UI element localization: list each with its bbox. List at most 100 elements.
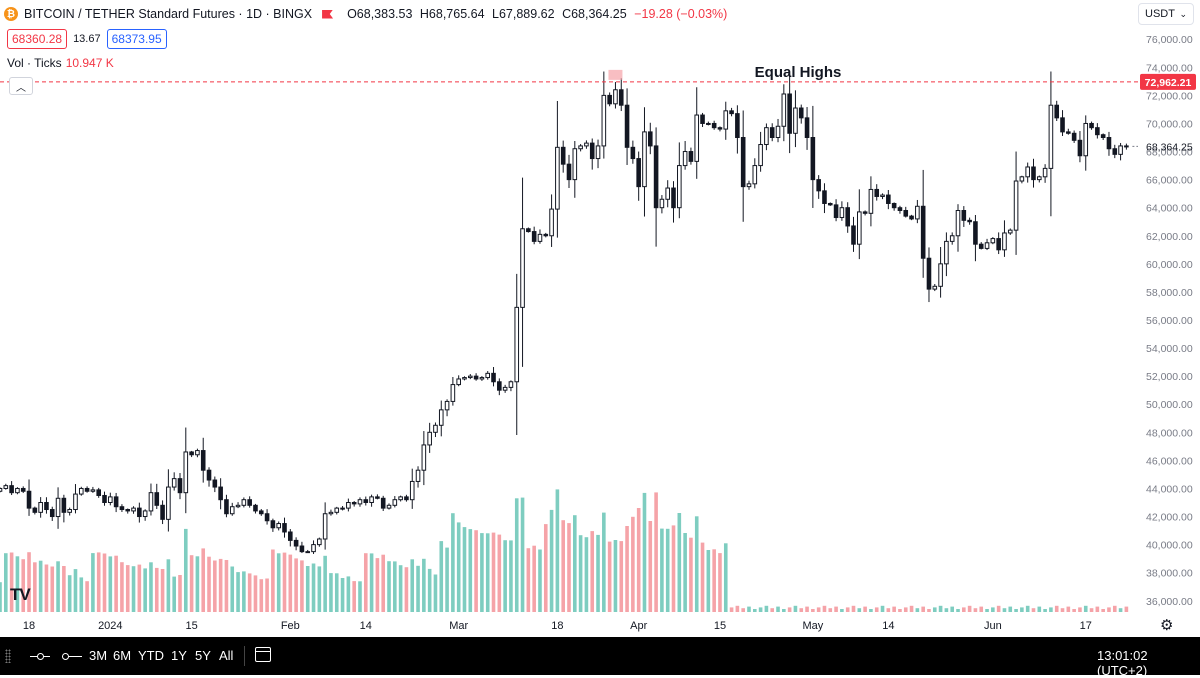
range-button-5y[interactable]: 5Y — [195, 648, 211, 663]
volume-bar — [573, 515, 577, 612]
candle-body — [973, 221, 978, 245]
candle-body — [711, 122, 717, 129]
time-tick-label: May — [802, 620, 823, 632]
volume-bar — [596, 534, 600, 612]
volume-bar — [381, 554, 386, 612]
volume-bar — [979, 606, 984, 612]
volume-bar — [845, 607, 850, 612]
range-button-3m[interactable]: 3M — [89, 648, 108, 663]
candle-body — [671, 187, 676, 209]
volume-bar — [271, 549, 275, 612]
volume-legend[interactable]: Vol · Ticks 10.947 K — [7, 56, 114, 70]
candle-body — [647, 131, 653, 147]
candle-body — [32, 507, 38, 513]
candle-body — [473, 375, 479, 380]
candle-body — [520, 228, 525, 308]
volume-bar — [1066, 606, 1071, 612]
volume-bar — [73, 569, 78, 612]
candle-body — [299, 545, 305, 553]
range-button-6m[interactable]: 6M — [113, 648, 132, 663]
volume-bar — [886, 608, 891, 612]
candle-body — [793, 107, 798, 134]
candle-body — [630, 146, 636, 160]
candle-body — [1031, 166, 1036, 181]
candle-body — [537, 233, 543, 242]
candle-body — [694, 114, 700, 162]
volume-bar — [410, 559, 415, 612]
volume-bar — [416, 565, 420, 612]
sell-button[interactable]: 68360.28 — [7, 29, 68, 49]
drag-handle-icon[interactable] — [5, 649, 11, 663]
candle-body — [944, 240, 949, 265]
candle-body — [502, 386, 508, 391]
calendar-icon[interactable] — [255, 647, 271, 662]
candle-body — [241, 499, 247, 506]
volume-bar — [265, 578, 269, 612]
volume-bar — [944, 608, 949, 612]
range-button-ytd[interactable]: YTD — [138, 648, 164, 663]
candlestick-chart[interactable]: 76,000.00 74,000.00 72,000.00 70,000.00 68,0… — [0, 0, 1200, 637]
volume-bar — [892, 606, 896, 612]
candle-body — [293, 539, 299, 547]
candle-body — [340, 507, 345, 510]
candle-body — [827, 202, 833, 206]
time-tick-label: 14 — [360, 620, 372, 632]
tradingview-logo-icon[interactable]: TV — [10, 585, 31, 604]
candle-body — [677, 165, 682, 209]
volume-bar — [811, 609, 815, 612]
volume-bar — [723, 543, 728, 612]
volume-bar — [654, 492, 658, 612]
candle-body — [874, 188, 880, 197]
range-button-all[interactable]: All — [219, 648, 234, 663]
volume-bar — [1037, 606, 1042, 612]
candle-body — [798, 107, 804, 119]
price-tick-label: 58,000.00 — [1146, 287, 1193, 299]
volume-bar — [1083, 605, 1088, 612]
price-tick-label: 72,000.00 — [1146, 90, 1193, 102]
volume-bar — [1089, 608, 1094, 612]
volume-bar — [631, 516, 635, 612]
volume-bar — [114, 555, 118, 612]
volume-bar — [0, 582, 2, 612]
volume-bar — [660, 528, 664, 612]
candle-body — [1083, 122, 1089, 157]
currency-select[interactable]: USDT ⌄ — [1138, 3, 1194, 25]
range-button-1y[interactable]: 1Y — [171, 648, 187, 663]
candle-body — [288, 531, 293, 541]
candle-body — [113, 496, 119, 508]
volume-bar — [665, 528, 670, 612]
volume-bar — [770, 608, 775, 612]
flag-icon[interactable] — [322, 9, 334, 19]
candle-body — [566, 163, 572, 181]
buy-button[interactable]: 68373.95 — [106, 29, 167, 49]
candle-body — [3, 485, 9, 489]
time-tick-label: 17 — [1080, 620, 1092, 632]
collapse-legend-button[interactable]: ︿ — [9, 77, 33, 95]
candle-body — [735, 113, 740, 138]
candle-body — [497, 381, 502, 391]
candle-body — [526, 228, 531, 233]
candle-body — [438, 409, 444, 426]
gear-icon[interactable]: ⚙ — [1160, 617, 1174, 634]
candle-body — [357, 499, 363, 505]
measure-tool-icon[interactable] — [62, 656, 82, 657]
time-tick-label: 18 — [551, 620, 563, 632]
volume-bar — [729, 607, 734, 612]
symbol-title[interactable]: BITCOIN / TETHER Standard Futures · 1D ·… — [24, 7, 313, 21]
clock[interactable]: 13:01:02 (UTC+2) — [1097, 648, 1148, 678]
volume-bar — [514, 498, 519, 612]
volume-bar — [195, 556, 200, 612]
candle-body — [1118, 145, 1123, 155]
price-tick-label: 46,000.00 — [1146, 455, 1193, 467]
candle-body — [984, 242, 990, 249]
volume-bar — [62, 566, 66, 612]
volume-bar — [189, 555, 194, 612]
volume-bar — [590, 531, 595, 612]
candle-body — [659, 198, 665, 209]
volume-bar — [21, 559, 26, 612]
volume-bar — [555, 489, 560, 612]
volume-bar — [857, 608, 862, 612]
candle-body — [955, 210, 961, 237]
candle-body — [137, 507, 142, 518]
volume-bar — [125, 565, 130, 612]
